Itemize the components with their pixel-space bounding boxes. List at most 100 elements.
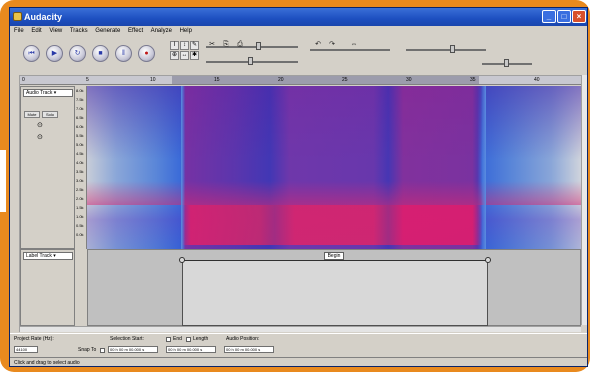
label-text[interactable]: Begin bbox=[324, 252, 344, 260]
cut-icon[interactable]: ✂ bbox=[209, 41, 215, 48]
selection-edge-left bbox=[181, 86, 185, 249]
ruler-tick: 35 bbox=[470, 77, 476, 83]
app-window: Audacity _ □ × File Edit View Tracks Gen… bbox=[9, 7, 588, 367]
redo-icon[interactable]: ↷ bbox=[329, 41, 335, 48]
ruler-tick: 0 bbox=[22, 77, 25, 83]
ruler-selection bbox=[172, 76, 479, 84]
label-line bbox=[182, 260, 488, 261]
ruler-tick: 5 bbox=[86, 77, 89, 83]
pan-knob-icon[interactable]: ⊙ bbox=[37, 134, 43, 141]
ruler-tick: 40 bbox=[534, 77, 540, 83]
label-end-handle[interactable] bbox=[485, 257, 491, 263]
length-label: Length bbox=[193, 336, 209, 342]
menu-help[interactable]: Help bbox=[179, 28, 192, 34]
envelope-tool-icon[interactable]: ↕ bbox=[180, 41, 189, 50]
maximize-icon[interactable]: □ bbox=[557, 10, 571, 23]
scale-label: 3.0k bbox=[76, 178, 84, 183]
label-region[interactable] bbox=[182, 260, 488, 326]
menu-analyze[interactable]: Analyze bbox=[150, 28, 172, 34]
draw-tool-icon[interactable]: ✎ bbox=[190, 41, 199, 50]
timeshift-tool-icon[interactable]: ↔ bbox=[180, 51, 189, 60]
scale-label: 7.0k bbox=[76, 106, 84, 111]
audio-position-field[interactable]: 00 h 00 m 00.000 s bbox=[224, 346, 274, 353]
spectrogram[interactable] bbox=[87, 86, 581, 249]
scale-label: 3.5k bbox=[76, 169, 84, 174]
scale-label: 0.5k bbox=[76, 223, 84, 228]
toolbar: ⏮ ▶ ↻ ■ ‖ ● I ↕ ✎ ⊕ ↔ ✱ bbox=[10, 37, 587, 75]
track-left-strip bbox=[10, 75, 20, 332]
speed-slider-knob[interactable] bbox=[504, 59, 509, 67]
length-radio[interactable] bbox=[186, 337, 191, 342]
pause-icon[interactable]: ‖ bbox=[115, 45, 132, 62]
stop-icon[interactable]: ■ bbox=[92, 45, 109, 62]
end-radio[interactable] bbox=[166, 337, 171, 342]
scale-label: 4.0k bbox=[76, 160, 84, 165]
label-lane[interactable]: Begin bbox=[87, 249, 581, 326]
selection-end-field[interactable]: 00 h 00 m 00.000 s bbox=[166, 346, 216, 353]
scale-label: 8.0k bbox=[76, 88, 84, 93]
selection-start-label: Selection Start: bbox=[110, 336, 144, 342]
status-text: Click and drag to select audio bbox=[14, 360, 80, 366]
selection-toolbar: Project Rate (Hz): 44100 Snap To Selecti… bbox=[10, 333, 587, 357]
scale-label: 5.0k bbox=[76, 142, 84, 147]
ruler-tick: 30 bbox=[406, 77, 412, 83]
end-label: End bbox=[173, 336, 182, 342]
vertical-scrollbar[interactable] bbox=[581, 75, 587, 325]
copy-icon[interactable]: ⎘ bbox=[223, 41, 229, 48]
audio-track-menu[interactable]: Audio Track ▾ bbox=[23, 89, 73, 97]
scale-label: 2.5k bbox=[76, 187, 84, 192]
meter-track-2 bbox=[406, 49, 486, 51]
selection-start-field[interactable]: 00 h 00 m 00.000 s bbox=[108, 346, 158, 353]
label-track-menu[interactable]: Label Track ▾ bbox=[23, 252, 73, 260]
gain-knob-icon[interactable]: ⊙ bbox=[37, 122, 43, 129]
skip-to-start-icon[interactable]: ⏮ bbox=[23, 45, 40, 62]
gain-slider-knob[interactable] bbox=[256, 42, 261, 50]
menu-edit[interactable]: Edit bbox=[31, 28, 42, 34]
menu-generate[interactable]: Generate bbox=[95, 28, 121, 34]
project-rate-field[interactable]: 44100 bbox=[14, 346, 38, 353]
frame-notch bbox=[0, 150, 6, 212]
loop-icon[interactable]: ↻ bbox=[69, 45, 86, 62]
label-start-handle[interactable] bbox=[179, 257, 185, 263]
meter-track bbox=[310, 49, 390, 51]
menu-tracks[interactable]: Tracks bbox=[69, 28, 88, 34]
audio-track-name: Audio Track bbox=[26, 90, 53, 96]
menu-file[interactable]: File bbox=[14, 28, 24, 34]
scale-label: 6.0k bbox=[76, 124, 84, 129]
select-tool-icon[interactable]: I bbox=[170, 41, 179, 50]
fit-icon[interactable]: ⇔ bbox=[350, 41, 358, 48]
paste-icon[interactable]: ⎙ bbox=[237, 41, 243, 48]
menu-view[interactable]: View bbox=[49, 28, 63, 34]
ruler-tick: 25 bbox=[342, 77, 348, 83]
pan-slider-knob[interactable] bbox=[248, 57, 253, 65]
undo-icon[interactable]: ↶ bbox=[315, 41, 321, 48]
record-icon[interactable]: ● bbox=[138, 45, 155, 62]
spectrogram-low-band bbox=[87, 205, 581, 245]
mute-button[interactable]: Mute bbox=[24, 111, 40, 118]
snap-to-label: Snap To bbox=[78, 347, 97, 353]
timeline-ruler[interactable]: 0 5 10 15 20 25 30 35 40 bbox=[20, 75, 581, 85]
meter-knob[interactable] bbox=[450, 45, 455, 53]
close-icon[interactable]: × bbox=[572, 10, 586, 23]
scale-label: 1.0k bbox=[76, 214, 84, 219]
solo-button[interactable]: Solo bbox=[42, 111, 58, 118]
menu-effect[interactable]: Effect bbox=[127, 28, 144, 34]
scale-label: 5.5k bbox=[76, 133, 84, 138]
audio-track-controls: Audio Track ▾ Mute Solo ⊙ ⊙ bbox=[20, 86, 75, 249]
title-bar: Audacity _ □ × bbox=[10, 8, 587, 26]
minimize-icon[interactable]: _ bbox=[542, 10, 556, 23]
multi-tool-icon[interactable]: ✱ bbox=[190, 51, 199, 60]
gain-slider-track[interactable] bbox=[206, 46, 298, 48]
audio-track: Audio Track ▾ Mute Solo ⊙ ⊙ 8.0k 7.5k 7.… bbox=[20, 86, 581, 249]
ruler-tick: 20 bbox=[278, 77, 284, 83]
horizontal-scrollbar[interactable] bbox=[20, 326, 581, 332]
snap-to-checkbox[interactable] bbox=[100, 348, 105, 353]
label-track-name: Label Track bbox=[26, 253, 52, 259]
zoom-tool-icon[interactable]: ⊕ bbox=[170, 51, 179, 60]
play-icon[interactable]: ▶ bbox=[46, 45, 63, 62]
status-bar: Click and drag to select audio bbox=[10, 357, 587, 366]
label-track-controls: Label Track ▾ bbox=[20, 249, 75, 326]
scale-label: 2.0k bbox=[76, 196, 84, 201]
scale-label: 1.5k bbox=[76, 205, 84, 210]
window-title: Audacity bbox=[24, 12, 63, 22]
